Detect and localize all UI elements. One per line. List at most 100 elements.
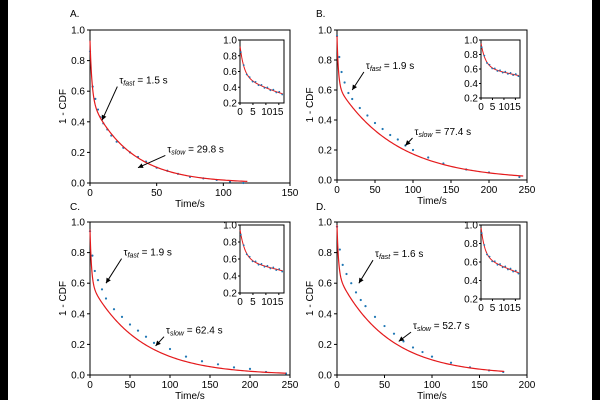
data-point [351,97,354,101]
inset-data-point [517,75,520,78]
y-tick-label: 0.8 [71,56,85,67]
x-tick-label: 50 [124,380,136,391]
inset-data-point [488,255,491,258]
data-point [96,279,100,282]
panel-label: D. [316,202,326,213]
data-point [364,305,367,308]
data-point [96,108,100,111]
inset-y-tick-label: 0.8 [223,238,237,249]
inset-data-point [266,86,269,89]
tau-symbol: τ [167,144,171,155]
inset-y-tick-label: 1.0 [223,36,237,47]
inset-data-point [266,264,269,267]
data-point [402,340,405,343]
inset-data-point [483,244,486,246]
tau-subscript: fast [370,66,382,73]
inset-x-tick-label: 5 [250,107,256,118]
inset-y-tick-label: 0.6 [464,258,478,269]
annotation-arrow-head [405,140,411,146]
x-tick-label: 150 [282,188,299,199]
inset-data-point [496,70,499,72]
inset-x-tick-label: 0 [237,297,243,308]
inset-data-point [512,74,515,76]
inset-y-tick-label: 0.8 [223,51,237,62]
x-tick-label: 50 [379,380,391,391]
tau-subscript: fast [123,81,135,88]
annotation-arrow-head [155,340,161,346]
inset-data-point [514,73,517,75]
x-axis-label: Time/s [175,199,205,210]
x-tick-label: 100 [215,188,232,199]
y-tick-label: 0.8 [71,248,85,259]
tau-subscript: slow [417,326,432,333]
y-tick-label: 0.6 [318,86,332,97]
data-point [232,366,236,369]
inset-data-point [493,67,496,70]
inset-data-point [245,253,248,256]
data-point [93,269,96,273]
tau-subscript: fast [379,254,391,261]
data-point [112,308,116,311]
annotation-arrow-head [106,277,111,284]
y-tick-label: 0.6 [71,87,85,98]
inset-data-point [239,233,242,236]
inset-data-point [239,51,242,54]
inset-plot: 0.20.40.60.81.00 5 1015 [464,36,521,114]
inset-y-tick-label: 0.4 [223,83,237,94]
inset-y-tick-label: 0.6 [223,255,237,266]
data-point [104,297,108,300]
data-point [430,355,434,358]
y-axis-label: 1 - CDF [58,89,69,124]
inset-y-tick-label: 0.8 [464,50,478,61]
inset-data-point [517,272,520,275]
inset-data-point [504,265,507,268]
inset-frame [239,224,285,294]
annotation-arrow-head [358,277,364,284]
inset-data-point [493,260,496,263]
x-tick-label: 250 [519,185,536,196]
left-frame-border [0,0,8,400]
data-point [383,324,386,328]
data-point [184,355,188,358]
y-tick-label: 0.6 [71,279,85,290]
x-tick-label: 100 [162,380,179,391]
annotation-arrow-head [101,114,107,121]
y-tick-label: 1.0 [71,218,85,229]
inset-data-point [272,88,275,91]
inset-x-tick-label: 0 [478,102,484,113]
inset-data-point [499,263,501,265]
inset-data-point [260,263,263,265]
tau-symbol: τ [375,249,379,260]
tau-value: = 77.4 s [432,127,471,138]
inset-x-tick-label: 0 [478,303,484,314]
y-tick-label: 0.0 [318,371,332,382]
inset-data-point [501,266,504,269]
inset-frame [239,39,285,104]
inset-x-tick-label: 5 [490,102,496,113]
inset-plot: 0.20.40.60.81.00 5 1015 [223,36,285,118]
inset-data-point [263,87,266,89]
plot-frame [89,29,291,184]
data-point [347,91,350,95]
annotation-arrow-head [352,84,358,90]
right-frame-border [592,0,600,400]
inset-data-point [278,268,281,270]
y-axis-label: 1 - CDF [305,281,316,316]
panel-label: B. [316,9,325,20]
data-point [100,288,104,291]
inset-data-point [242,64,245,67]
data-point [345,272,348,276]
tau-value: = 1.5 s [135,76,168,87]
y-tick-label: 0.6 [318,279,332,290]
data-point [152,341,156,344]
inset-y-tick-label: 0.2 [464,94,478,105]
inset-data-point [512,270,515,273]
inset-data-point [242,244,245,247]
data-point [359,298,362,302]
inset-data-point [251,260,254,263]
annotation-arrow-line [101,86,118,121]
data-point [392,332,396,335]
annotation-arrow-head [398,336,405,342]
data-point [200,360,204,363]
tau-symbol: τ [413,321,417,332]
